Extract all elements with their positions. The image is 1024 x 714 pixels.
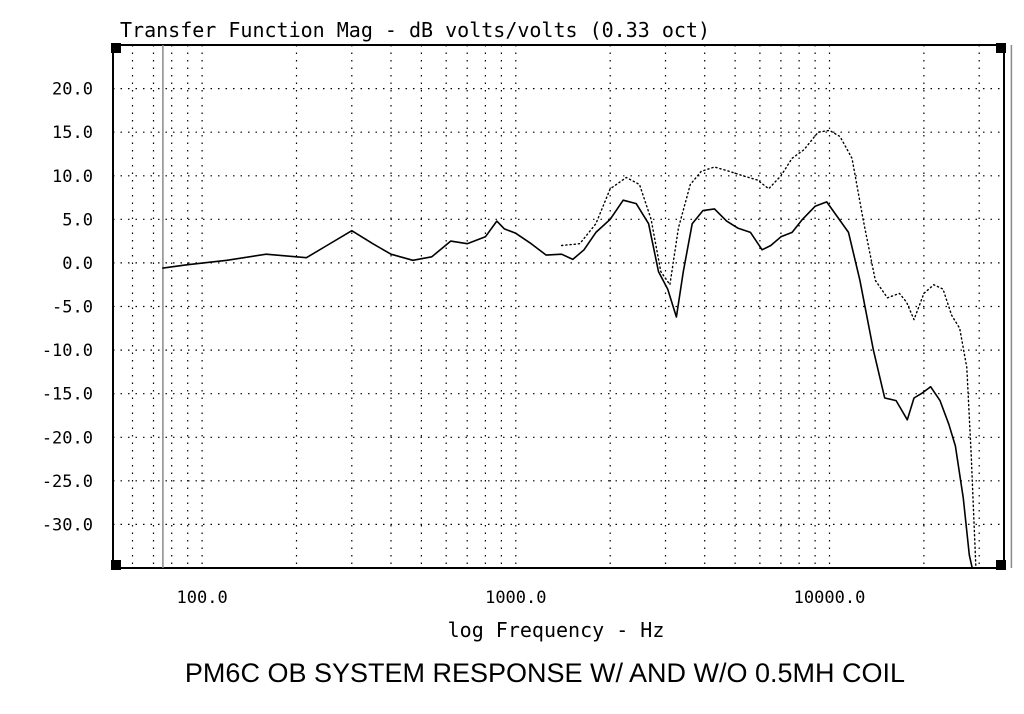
corner-marker-bottom-right[interactable] (996, 560, 1006, 570)
y-tick-label: -30.0 (42, 515, 93, 535)
y-tick-label: -5.0 (52, 298, 93, 318)
y-tick-label: -25.0 (42, 472, 93, 492)
x-axis-label: log Frequency - Hz (448, 618, 665, 642)
series-line-dotted (560, 129, 977, 569)
grid-lines (113, 45, 1004, 568)
y-tick-label: 10.0 (52, 167, 93, 187)
y-tick-label: 0.0 (62, 254, 93, 274)
y-axis-ticks: 20.0 15.0 10.0 5.0 0.0 -5.0 -10.0 -15.0 -20.0 -25… (42, 80, 93, 536)
y-tick-label: 20.0 (52, 80, 93, 100)
x-tick-label: 1000.0 (485, 588, 546, 608)
x-tick-label: 10000.0 (794, 588, 866, 608)
x-axis-ticks: 100.0 1000.0 10000.0 (177, 588, 866, 608)
chart-title: Transfer Function Mag - dB volts/volts (… (120, 18, 710, 42)
y-tick-label: -10.0 (42, 341, 93, 361)
corner-marker-top-right[interactable] (996, 43, 1006, 53)
plot-frame (112, 44, 1005, 569)
cursor-lines (162, 45, 1013, 568)
corner-marker-top-left[interactable] (111, 43, 121, 53)
x-tick-label: 100.0 (177, 588, 228, 608)
series-line-solid (162, 199, 974, 569)
y-tick-label: 5.0 (62, 210, 93, 230)
figure-caption: PM6C OB SYSTEM RESPONSE W/ AND W/O 0.5MH… (185, 658, 905, 688)
corner-marker-bottom-left[interactable] (111, 560, 121, 570)
series-layer (162, 129, 977, 569)
y-tick-label: -20.0 (42, 428, 93, 448)
y-tick-label: -15.0 (42, 385, 93, 405)
y-tick-label: 15.0 (52, 123, 93, 143)
